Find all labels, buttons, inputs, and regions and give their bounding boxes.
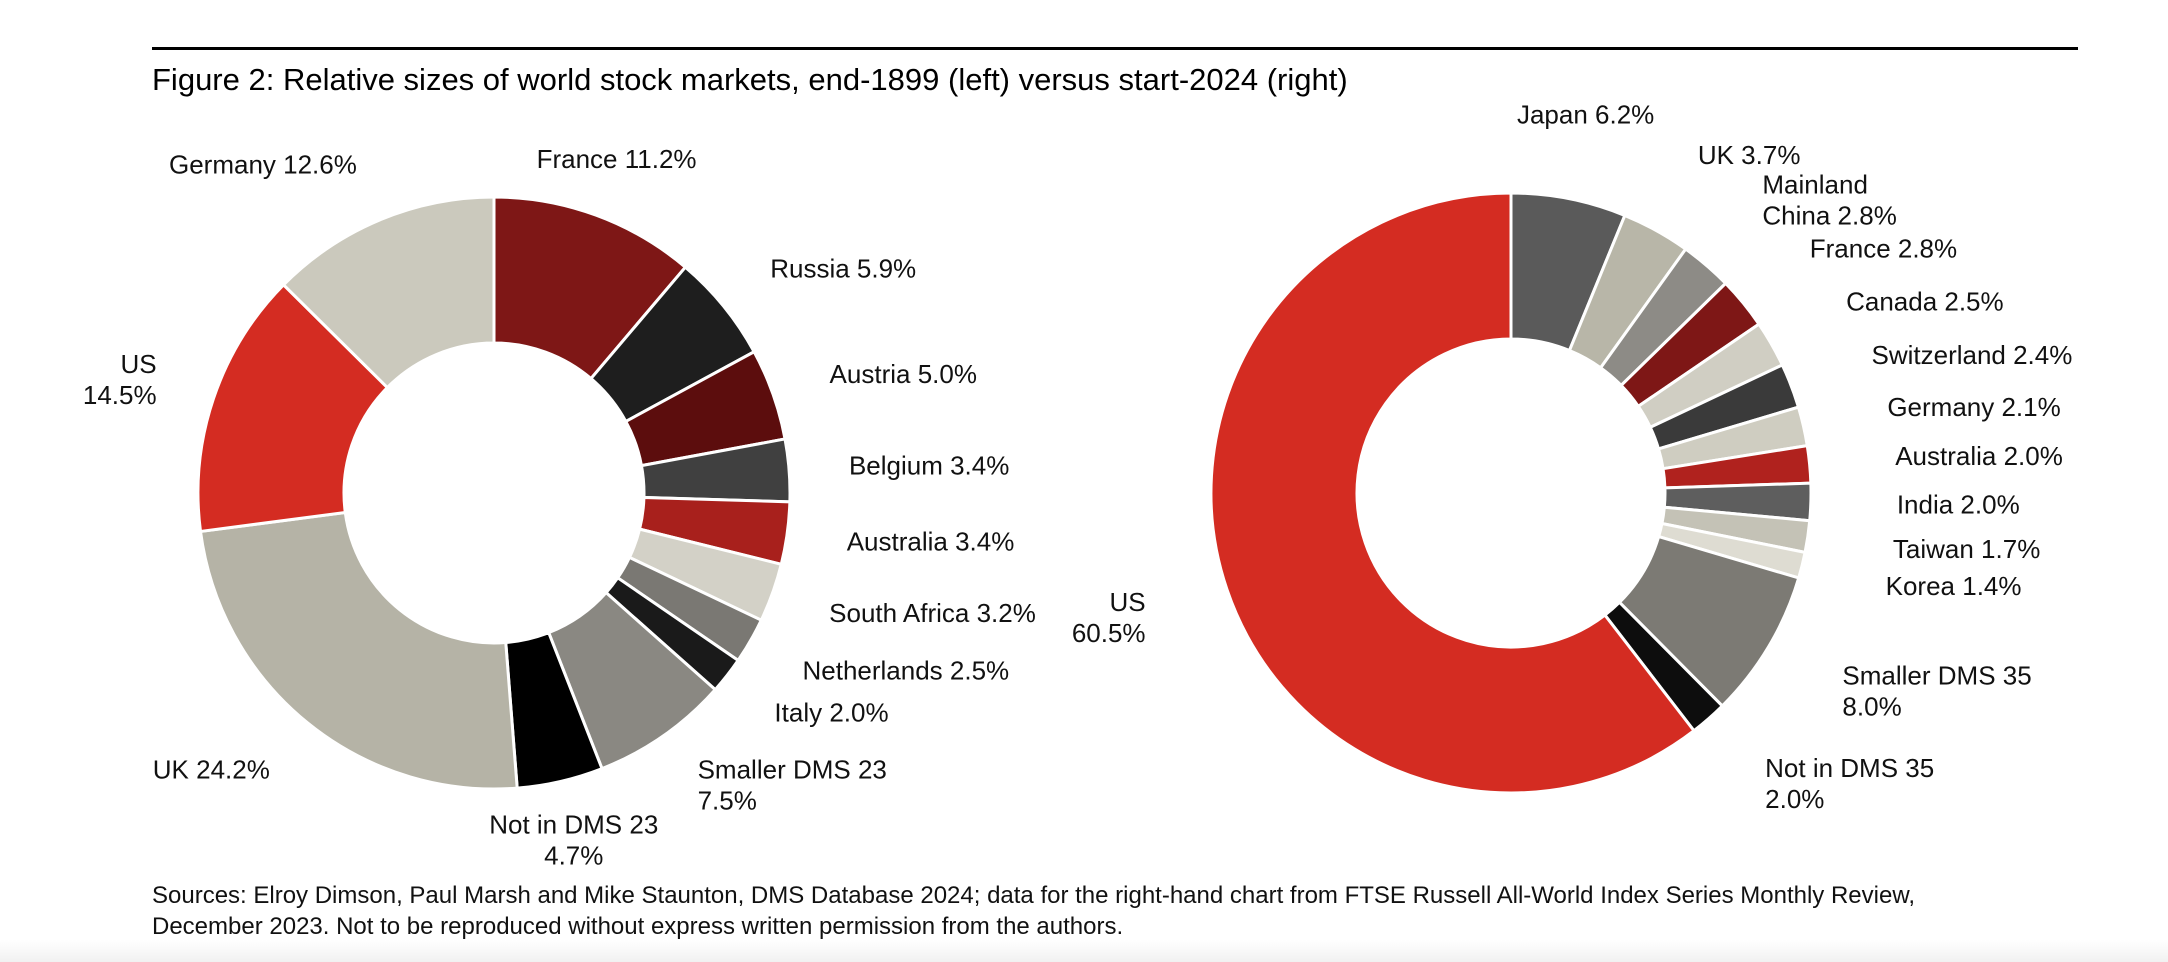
label-germany: Germany 12.6% xyxy=(169,149,357,179)
label-switzerland: Switzerland 2.4% xyxy=(1871,340,2072,370)
label-australia: Australia 3.4% xyxy=(847,526,1015,556)
label-not-in-dms-23: Not in DMS 23 4.7% xyxy=(489,809,658,870)
label-smaller-dms-23: Smaller DMS 23 7.5% xyxy=(698,755,887,816)
label-canada: Canada 2.5% xyxy=(1846,286,2004,316)
sources-line-1: Sources: Elroy Dimson, Paul Marsh and Mi… xyxy=(152,882,1916,909)
slice-uk xyxy=(198,510,519,791)
sources-note: Sources: Elroy Dimson, Paul Marsh and Mi… xyxy=(152,880,2052,942)
figure-title: Figure 2: Relative sizes of world stock … xyxy=(152,62,1348,97)
top-rule xyxy=(152,47,2078,50)
charts-canvas: France 11.2% Russia 5.9% Austria 5.0% Belgi… xyxy=(83,99,2073,871)
donut-chart-1: France 11.2% Russia 5.9% Austria 5.0% Belgi… xyxy=(83,144,1036,871)
label-india: India 2.0% xyxy=(1897,490,2020,520)
slice-us xyxy=(196,282,390,534)
label-netherlands: Netherlands 2.5% xyxy=(802,656,1009,686)
label-france: France 2.8% xyxy=(1810,234,1957,264)
label-korea: Korea 1.4% xyxy=(1886,571,2022,601)
label-france: France 11.2% xyxy=(537,144,697,174)
label-russia: Russia 5.9% xyxy=(770,253,916,283)
label-taiwan: Taiwan 1.7% xyxy=(1893,534,2040,564)
label-belgium: Belgium 3.4% xyxy=(849,451,1009,481)
slice-germany xyxy=(281,195,496,390)
label-italy: Italy 2.0% xyxy=(774,697,888,727)
label-japan: Japan 6.2% xyxy=(1517,99,1654,129)
label-not-in-dms-35: Not in DMS 35 2.0% xyxy=(1765,753,1934,814)
label-us: US 60.5% xyxy=(1072,587,1146,648)
sources-line-2: December 2023. Not to be reproduced with… xyxy=(152,913,1124,940)
label-mainland-china: Mainland China 2.8% xyxy=(1762,170,1896,231)
label-austria: Austria 5.0% xyxy=(830,359,977,389)
label-uk: UK 3.7% xyxy=(1698,140,1801,170)
donut-chart-2: Japan 6.2% UK 3.7%Mainland China 2.8%Franc… xyxy=(1072,99,2073,814)
label-us: US 14.5% xyxy=(83,349,157,410)
label-germany: Germany 2.1% xyxy=(1887,392,2060,422)
label-south-africa: South Africa 3.2% xyxy=(829,598,1036,628)
label-smaller-dms-35: Smaller DMS 35 8.0% xyxy=(1842,660,2031,721)
label-australia: Australia 2.0% xyxy=(1895,441,2063,471)
bottom-fade xyxy=(0,940,2168,962)
label-uk: UK 24.2% xyxy=(153,755,270,785)
slice-us xyxy=(1209,191,1697,795)
